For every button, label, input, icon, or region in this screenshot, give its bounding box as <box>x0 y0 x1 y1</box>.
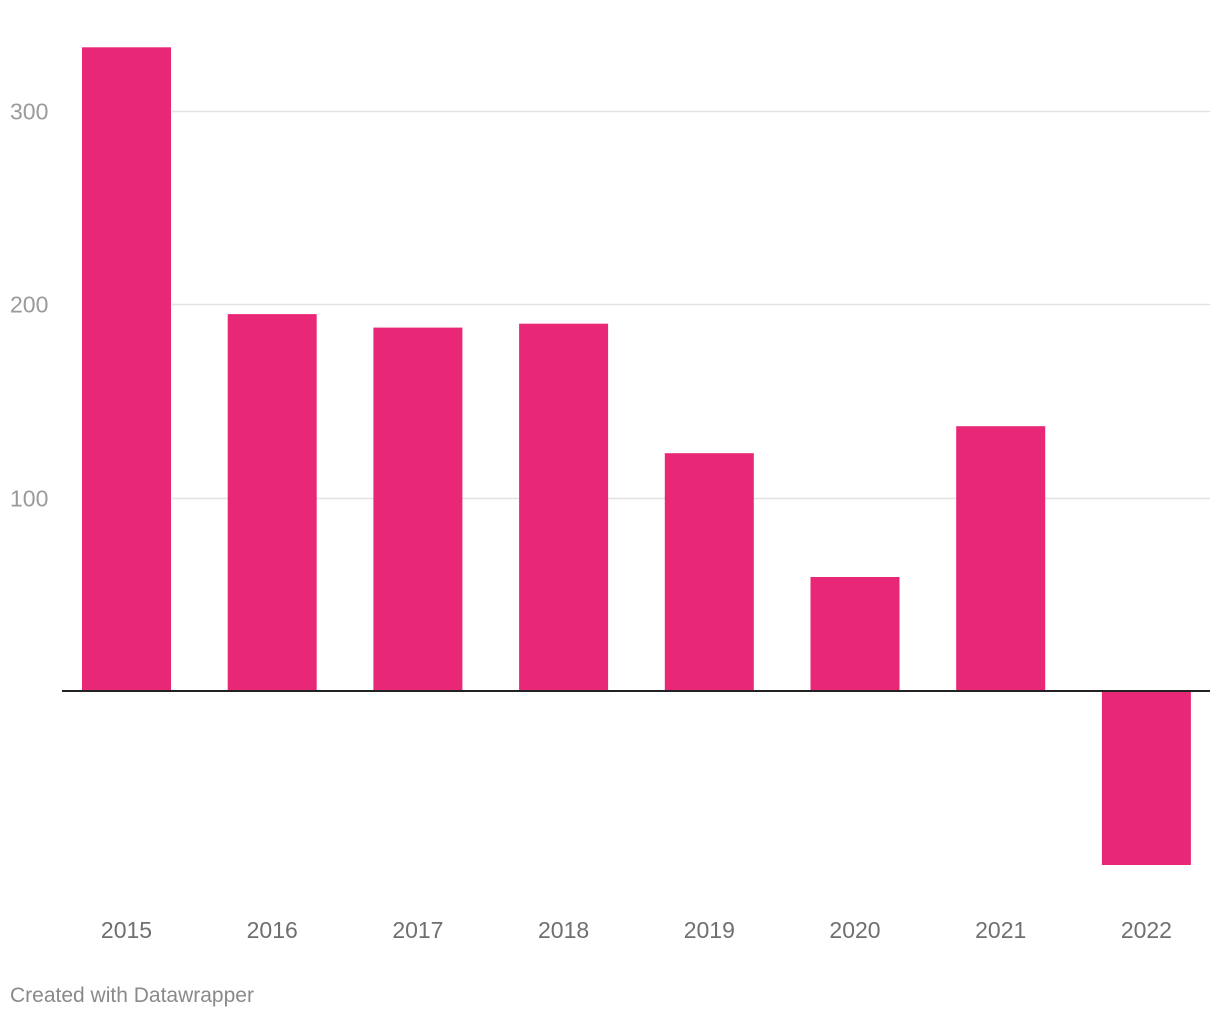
x-label-2019: 2019 <box>684 917 735 943</box>
x-label-2018: 2018 <box>538 917 589 943</box>
bar-2018 <box>519 323 609 691</box>
x-label-2022: 2022 <box>1121 917 1172 943</box>
x-label-2015: 2015 <box>101 917 152 943</box>
x-label-2020: 2020 <box>829 917 880 943</box>
bar-2022 <box>1101 691 1191 865</box>
bar-2019 <box>664 453 754 691</box>
y-tick-label-300: 300 <box>10 99 48 125</box>
x-label-2016: 2016 <box>247 917 298 943</box>
datawrapper-credit-link[interactable]: Created with Datawrapper <box>10 984 254 1007</box>
bar-2017 <box>373 327 463 691</box>
x-axis-labels: 2015 2016 2017 2018 2019 2020 2021 2022 <box>101 917 1172 943</box>
x-label-2021: 2021 <box>975 917 1026 943</box>
bar-2016 <box>227 314 317 691</box>
bar-2015 <box>82 47 171 692</box>
y-tick-label-200: 200 <box>10 292 48 318</box>
bar-2021 <box>956 426 1046 691</box>
y-tick-label-100: 100 <box>10 486 48 512</box>
bars <box>82 47 1191 865</box>
x-label-2017: 2017 <box>392 917 443 943</box>
bar-2020 <box>810 577 900 691</box>
y-axis-tick-labels: 100 200 300 <box>10 99 48 512</box>
gridlines <box>172 110 1210 500</box>
